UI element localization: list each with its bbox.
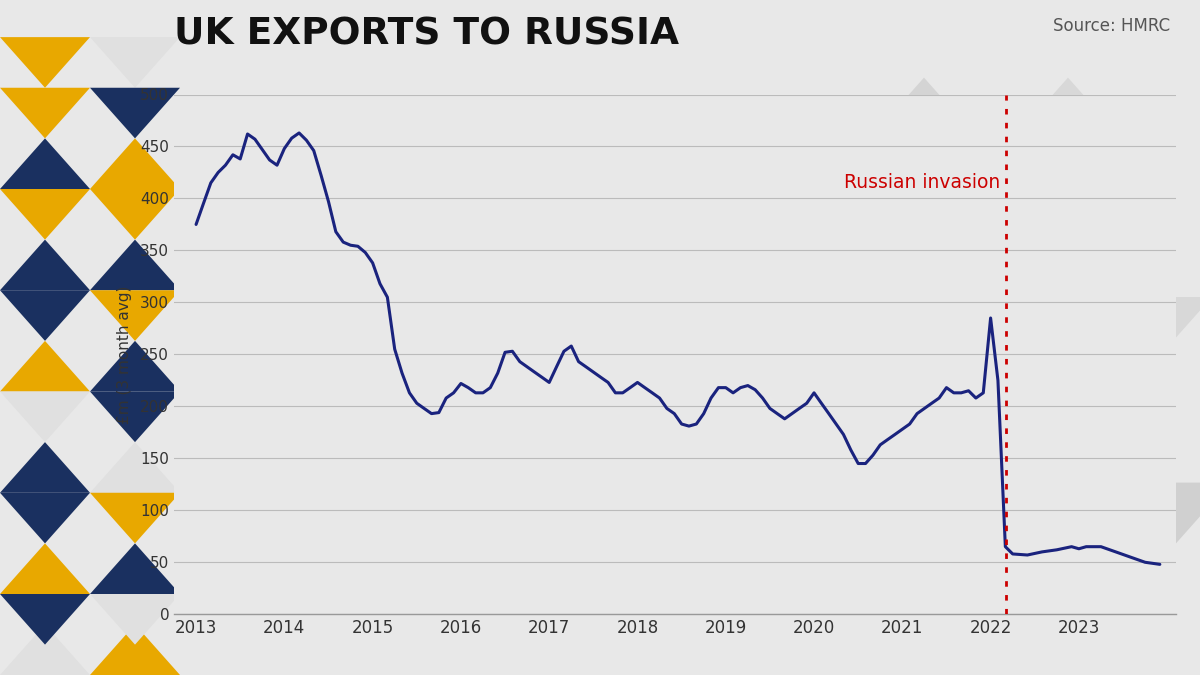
Y-axis label: £m (3 month avg): £m (3 month avg) — [116, 285, 132, 424]
Polygon shape — [726, 233, 858, 307]
Polygon shape — [924, 297, 1068, 378]
Polygon shape — [522, 307, 654, 381]
Polygon shape — [0, 624, 90, 675]
Polygon shape — [0, 493, 90, 543]
Polygon shape — [1068, 297, 1200, 378]
Polygon shape — [90, 138, 180, 189]
Polygon shape — [90, 189, 180, 240]
Polygon shape — [0, 392, 90, 442]
Polygon shape — [0, 240, 90, 290]
Text: Source: HMRC: Source: HMRC — [1052, 17, 1170, 35]
Polygon shape — [0, 543, 90, 594]
Polygon shape — [1002, 78, 1134, 152]
Polygon shape — [90, 290, 180, 341]
Polygon shape — [90, 392, 180, 442]
Polygon shape — [852, 216, 996, 297]
Text: UK EXPORTS TO RUSSIA: UK EXPORTS TO RUSSIA — [174, 17, 679, 53]
Polygon shape — [594, 233, 726, 307]
Polygon shape — [90, 88, 180, 138]
Polygon shape — [312, 432, 456, 513]
Polygon shape — [858, 152, 990, 226]
Polygon shape — [0, 37, 90, 88]
Polygon shape — [918, 483, 1074, 570]
Polygon shape — [0, 341, 90, 392]
Polygon shape — [528, 513, 672, 594]
Polygon shape — [90, 341, 180, 392]
Polygon shape — [330, 233, 462, 307]
Polygon shape — [600, 432, 744, 513]
Polygon shape — [0, 88, 90, 138]
Polygon shape — [90, 240, 180, 290]
Polygon shape — [0, 442, 90, 493]
Polygon shape — [90, 37, 180, 88]
Polygon shape — [0, 290, 90, 341]
Polygon shape — [90, 493, 180, 543]
Polygon shape — [1002, 395, 1158, 483]
Polygon shape — [0, 189, 90, 240]
Polygon shape — [858, 78, 990, 152]
Polygon shape — [1002, 152, 1134, 226]
Polygon shape — [462, 233, 594, 307]
Polygon shape — [654, 307, 786, 381]
Polygon shape — [456, 432, 600, 513]
Polygon shape — [390, 307, 522, 381]
Text: Russian invasion: Russian invasion — [844, 173, 1001, 192]
Polygon shape — [90, 624, 180, 675]
Polygon shape — [90, 594, 180, 645]
Polygon shape — [846, 395, 1002, 483]
Polygon shape — [996, 216, 1140, 297]
Polygon shape — [384, 513, 528, 594]
Polygon shape — [90, 442, 180, 493]
Polygon shape — [1074, 483, 1200, 570]
Polygon shape — [0, 138, 90, 189]
Polygon shape — [0, 594, 90, 645]
Polygon shape — [90, 543, 180, 594]
